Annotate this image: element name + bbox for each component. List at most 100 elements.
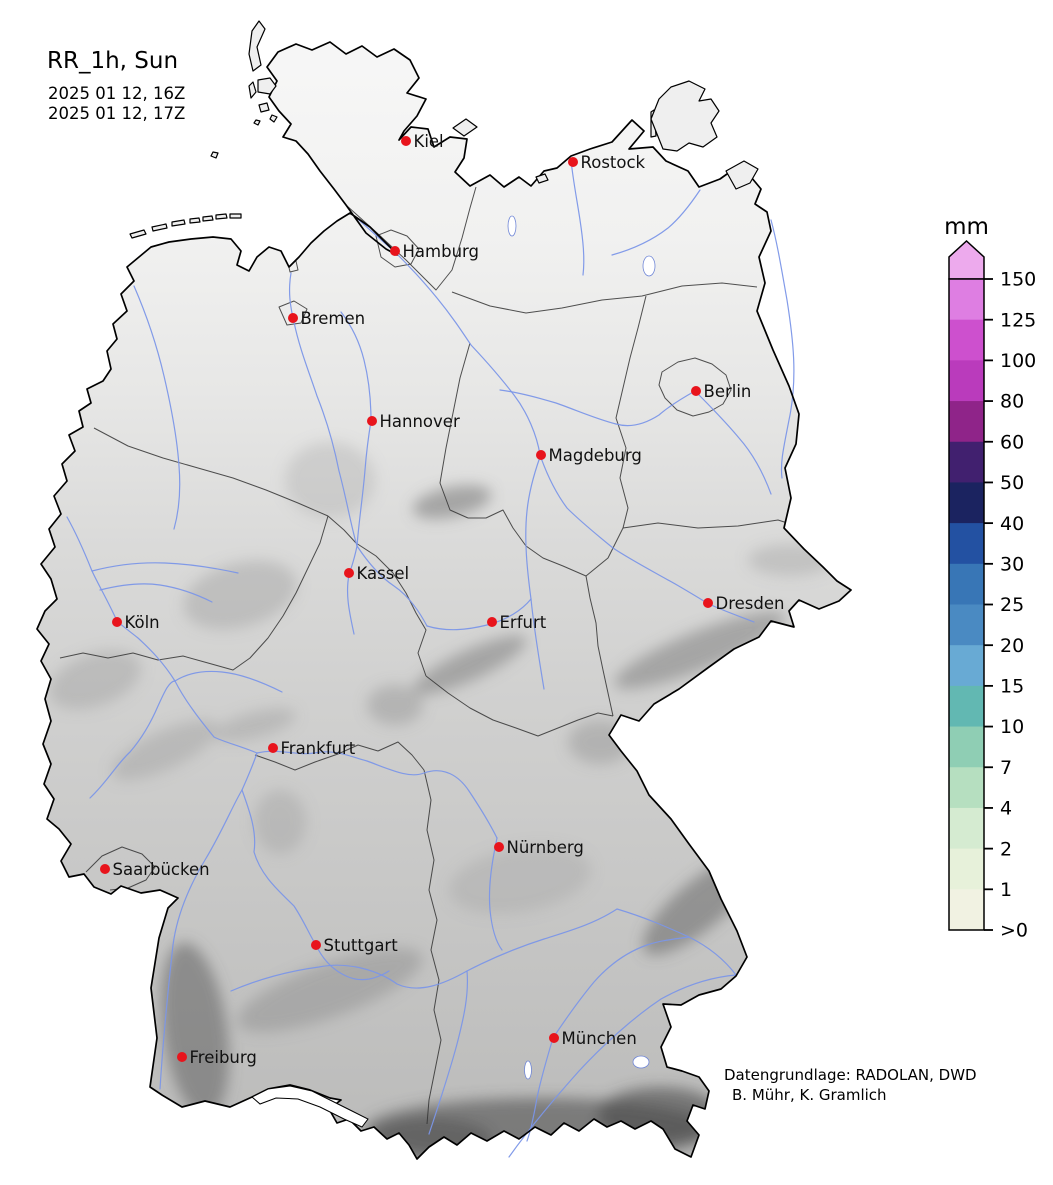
colorbar-tick-label: 2 (1000, 838, 1012, 860)
colorbar-tick-label: 10 (1000, 716, 1024, 738)
city-dot (100, 864, 110, 874)
germany-precipitation-map: Kiel Rostock Hamburg Bremen Berlin Hannover Ma… (0, 0, 1053, 1185)
colorbar-segment (949, 727, 984, 768)
colorbar-segment (949, 849, 984, 890)
colorbar-tick-label: 80 (1000, 391, 1024, 413)
colorbar-segment (949, 767, 984, 808)
colorbar-unit-label: mm (944, 214, 989, 240)
colorbar-tick-label: 50 (1000, 472, 1024, 494)
city-dot (536, 450, 546, 460)
city-dot (177, 1052, 187, 1062)
colorbar-segment (949, 442, 984, 483)
island-baltrum (190, 218, 200, 223)
colorbar-tick-label: 1 (1000, 879, 1012, 901)
city-dot (288, 313, 298, 323)
allgaeu-alps (368, 1118, 492, 1162)
city-dot (401, 136, 411, 146)
lake-mueritz (643, 256, 655, 276)
rhoen-hills (367, 685, 423, 725)
island-wangerooge (230, 214, 241, 218)
colorbar-segment (949, 320, 984, 361)
colorbar-segment (949, 808, 984, 849)
colorbar-segment (949, 523, 984, 564)
attribution-source: Datengrundlage: RADOLAN, DWD (724, 1066, 977, 1086)
colorbar-segment (949, 605, 984, 646)
city-label: Kiel (414, 132, 444, 151)
colorbar-tick-label: 150 (1000, 269, 1036, 291)
city-dot (568, 157, 578, 167)
city-label: Rostock (581, 153, 646, 172)
colorbar-tick-label: 125 (1000, 309, 1036, 331)
island-spiekeroog (216, 214, 227, 219)
colorbar-tick-label: 15 (1000, 676, 1024, 698)
lake-schwerin (508, 216, 516, 236)
colorbar-tick-label: 7 (1000, 757, 1012, 779)
city-dot (487, 617, 497, 627)
lake-starnberg (525, 1061, 532, 1079)
timestamp-block: 2025 01 12, 16Z 2025 01 12, 17Z (48, 84, 185, 123)
colorbar-segment (949, 889, 984, 930)
lake-chiemsee (633, 1056, 649, 1068)
lusatian-hills (748, 544, 832, 576)
island-sylt (249, 21, 265, 71)
island-hallig-2 (254, 120, 260, 125)
page-title: RR_1h, Sun (47, 48, 178, 74)
colorbar-segment (949, 401, 984, 442)
city-label: Freiburg (190, 1048, 257, 1067)
colorbar-segment (949, 279, 984, 320)
island-hallig (270, 115, 277, 122)
city-label: Hamburg (403, 242, 480, 261)
terrain-shading (0, 0, 1053, 1185)
island-ruegen (651, 81, 719, 151)
island-helgoland (211, 152, 218, 158)
city-label: Hannover (380, 412, 460, 431)
colorbar-tick-label: 100 (1000, 350, 1036, 372)
odenwald-hills (254, 790, 306, 854)
city-label: Dresden (716, 594, 785, 613)
city-label: Köln (125, 613, 160, 632)
attribution-authors: B. Mühr, K. Gramlich (724, 1086, 977, 1106)
city-dot (549, 1033, 559, 1043)
city-dot (494, 842, 504, 852)
island-fehmarn (453, 119, 477, 136)
colorbar-arrow (949, 241, 984, 279)
island-borkum (130, 230, 146, 238)
colorbar-segment (949, 360, 984, 401)
colorbar-tick-label: 25 (1000, 594, 1024, 616)
colorbar-tick-label: 60 (1000, 431, 1024, 453)
city-label: Kassel (357, 564, 410, 583)
attribution: Datengrundlage: RADOLAN, DWD B. Mühr, K.… (724, 1066, 977, 1105)
colorbar-segment (949, 645, 984, 686)
colorbar-segment (949, 482, 984, 523)
weather-map-page: { "header": { "title": "RR_1h, Sun", "da… (0, 0, 1053, 1185)
city-dot (390, 246, 400, 256)
city-dot (344, 568, 354, 578)
city-dot (703, 598, 713, 608)
city-label: Magdeburg (549, 446, 642, 465)
city-dot (367, 416, 377, 426)
fichtelgebirge (568, 720, 632, 764)
colorbar-tick-label: 20 (1000, 635, 1024, 657)
colorbar-tick-label: 4 (1000, 798, 1012, 820)
colorbar-segment (949, 686, 984, 727)
timestamp-end: 2025 01 12, 17Z (48, 104, 185, 124)
island-pellworm (259, 103, 269, 112)
colorbar-tick-label: 30 (1000, 553, 1024, 575)
city-label: Saarbücken (113, 860, 210, 879)
city-label: Erfurt (500, 613, 547, 632)
city-label: Nürnberg (507, 838, 584, 857)
city-label: Berlin (704, 382, 752, 401)
island-norderney (172, 220, 185, 226)
city-label: Frankfurt (281, 739, 356, 758)
island-langeoog (203, 216, 213, 221)
island-amrum (249, 82, 256, 98)
city-dot (268, 743, 278, 753)
timestamp-start: 2025 01 12, 16Z (48, 84, 185, 104)
colorbar-tick-label: 40 (1000, 513, 1024, 535)
city-dot (691, 386, 701, 396)
alps-east (598, 1087, 722, 1143)
city-dot (112, 617, 122, 627)
city-label: Bremen (301, 309, 366, 328)
city-label: Stuttgart (324, 936, 399, 955)
city-dot (311, 940, 321, 950)
